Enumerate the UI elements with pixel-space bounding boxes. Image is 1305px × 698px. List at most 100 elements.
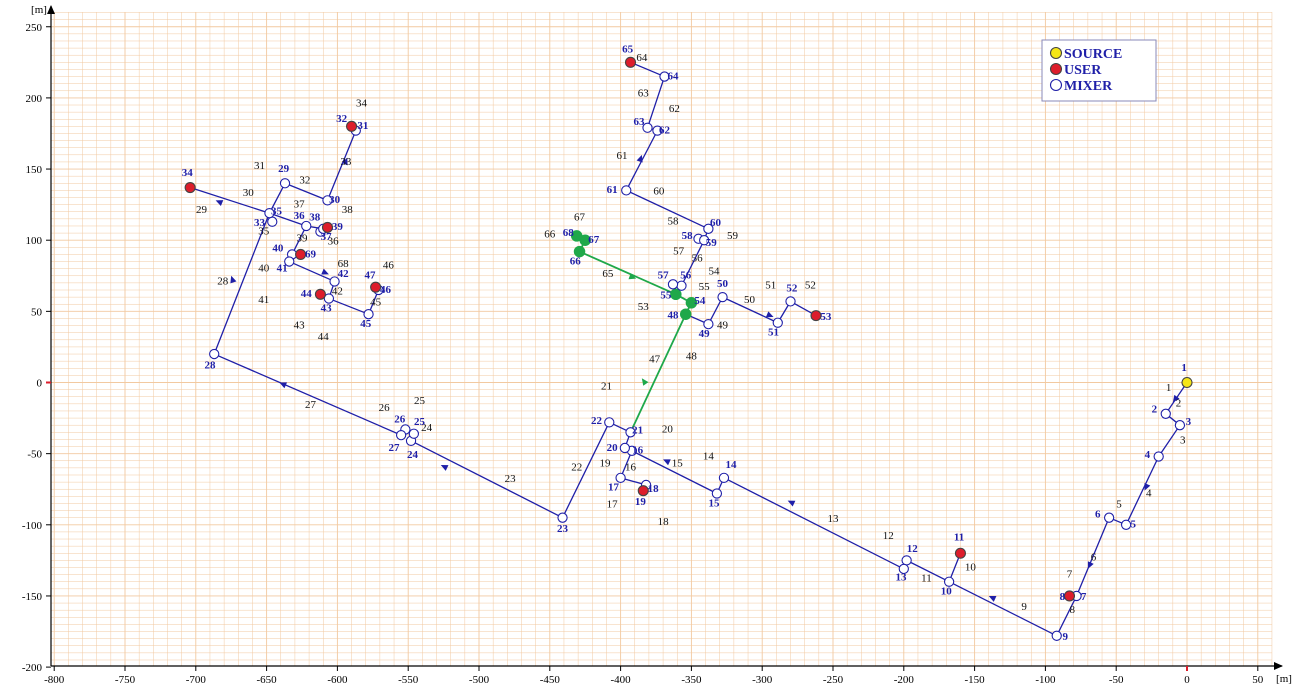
node-12-mixer [901, 555, 912, 566]
node-14-mixer [718, 472, 730, 483]
node-61-mixer [621, 185, 632, 196]
pipe-35-36 [269, 212, 307, 227]
y-tick-label: -200 [22, 662, 43, 674]
node-label-20: 20 [607, 442, 619, 454]
x-tick-label: -200 [894, 674, 915, 686]
pipe-label-16: 16 [625, 462, 637, 474]
pipe-35-29 [268, 182, 286, 214]
pipe-label-10: 10 [965, 561, 977, 573]
pipe-label-29: 29 [196, 204, 208, 216]
node-29-mixer [279, 178, 291, 189]
y-tick-label: 0 [37, 378, 43, 390]
node-28-mixer [209, 348, 220, 360]
node-15-mixer [711, 488, 723, 499]
flow-arrow [215, 200, 224, 206]
node-13-mixer [898, 563, 909, 575]
node-label-21: 21 [632, 425, 643, 437]
node-label-50: 50 [717, 278, 729, 290]
node-label-49: 49 [699, 328, 711, 340]
node-label-44: 44 [301, 288, 313, 300]
pipe-43-45 [328, 297, 369, 315]
pipe-28-35 [213, 212, 271, 355]
y-tick-label: -100 [22, 520, 43, 532]
nodes [184, 56, 1193, 641]
x-tick-label: 50 [1252, 674, 1264, 686]
pipe-30-31 [326, 130, 357, 201]
axes: -800 -750 -700 -650 -600 -550 -500 -450 -400 -350… [22, 4, 1292, 686]
pipe-3-4 [1158, 424, 1181, 457]
node-59-mixer [698, 235, 710, 246]
pipe-41-42 [288, 260, 335, 283]
pipe-label-18: 18 [658, 516, 670, 528]
flow-arrow [279, 382, 288, 389]
pipe-label-66: 66 [544, 228, 556, 240]
pipe-label-25: 25 [414, 395, 426, 407]
node-32-user [346, 120, 358, 132]
node-label-17: 17 [608, 482, 620, 494]
node-label-55: 55 [660, 290, 672, 302]
node-label-45: 45 [360, 318, 372, 330]
node-33-mixer [267, 216, 278, 227]
node-label-60: 60 [710, 217, 722, 229]
node-27-mixer [395, 430, 407, 441]
node-50-mixer [717, 291, 728, 303]
node-66-green [573, 245, 586, 258]
x-axis-unit: [m] [1276, 673, 1292, 685]
node-label-54: 54 [694, 295, 706, 307]
flow-arrow [765, 311, 774, 318]
node-56-mixer [676, 280, 687, 291]
x-tick-label: -50 [1109, 674, 1124, 686]
x-tick-label: -700 [186, 674, 207, 686]
pipe-label-3: 3 [1180, 435, 1186, 447]
pipe-label-40: 40 [258, 263, 270, 275]
node-35-mixer [264, 208, 275, 219]
node-label-9: 9 [1062, 631, 1068, 643]
pipe-label-54: 54 [709, 265, 721, 277]
x-tick-label: -500 [469, 674, 490, 686]
pipe-label-11: 11 [921, 573, 932, 585]
pipe-label-32: 32 [299, 174, 310, 186]
node-label-69: 69 [305, 248, 317, 260]
node-44-user [314, 288, 326, 300]
node-1-source [1181, 376, 1193, 389]
pipe-9-10 [948, 581, 1058, 637]
node-label-64: 64 [667, 70, 679, 82]
node-64-mixer [659, 71, 670, 82]
node-label-18: 18 [648, 483, 660, 495]
pipe-label-61: 61 [617, 150, 628, 162]
node-48-green [679, 308, 692, 320]
flow-arrow [1144, 482, 1151, 491]
pipe-50-51 [722, 296, 779, 324]
y-tick-label: 150 [26, 164, 43, 176]
node-41-mixer [284, 256, 295, 267]
node-label-32: 32 [336, 113, 348, 125]
pipe-label-21: 21 [601, 381, 612, 393]
pipe-13-14 [723, 477, 905, 570]
x-tick-label: -350 [681, 674, 702, 686]
x-tick-label: -250 [823, 674, 844, 686]
node-label-40: 40 [272, 243, 284, 255]
pipe-label-5: 5 [1116, 499, 1122, 511]
node-36-mixer [301, 220, 312, 232]
flow-arrow [628, 273, 637, 280]
node-label-38: 38 [309, 211, 321, 223]
legend-user-marker [1049, 62, 1063, 76]
pipe-label-4: 4 [1146, 487, 1152, 499]
node-label-58: 58 [682, 230, 694, 242]
node-11-user [954, 547, 966, 559]
node-label-62: 62 [659, 124, 671, 136]
node-label-11: 11 [954, 531, 964, 543]
node-label-25: 25 [414, 416, 426, 428]
pipe-label-34: 34 [356, 97, 368, 109]
node-22-mixer [604, 417, 615, 428]
node-8-user [1063, 590, 1076, 602]
node-60-mixer [703, 223, 714, 234]
node-9-mixer [1051, 630, 1062, 641]
pipe-label-62: 62 [669, 103, 680, 115]
pipe-label-46: 46 [383, 260, 395, 272]
node-45-mixer [363, 309, 374, 320]
node-label-53: 53 [820, 311, 832, 323]
node-62-mixer [652, 125, 663, 136]
node-label-14: 14 [726, 459, 738, 471]
